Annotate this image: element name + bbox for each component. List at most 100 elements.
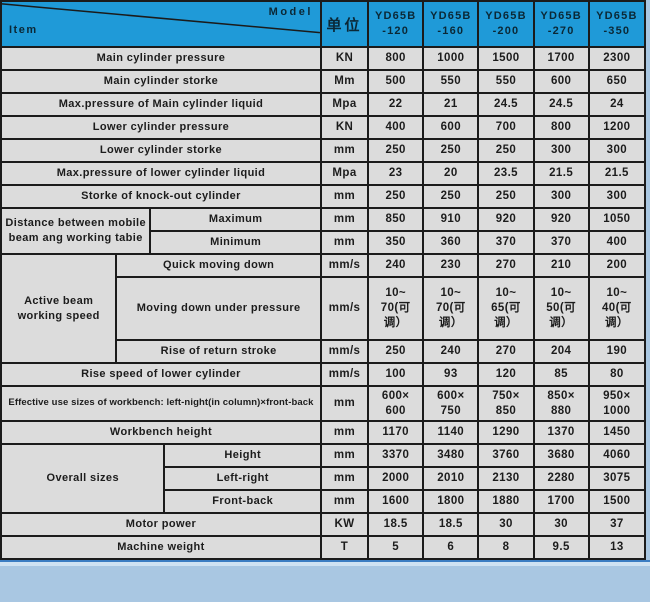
value-cell-3: 800 bbox=[532, 115, 590, 140]
value-cell-2: 700 bbox=[477, 115, 535, 140]
spec-row: Workbench height mm 1170 1140 1290 1370 1450 bbox=[0, 420, 647, 445]
unit-cell: Mpa bbox=[319, 161, 370, 186]
value-cell-2: 30 bbox=[477, 512, 535, 537]
value-cell-0: 250 bbox=[367, 339, 425, 364]
value-cell-0: 600× 600 bbox=[367, 385, 425, 422]
spec-row: Main cylinder storke Mm 500 550 550 600 650 bbox=[0, 69, 647, 94]
value-cell-3: 210 bbox=[532, 253, 590, 278]
value-cell-4: 300 bbox=[587, 184, 647, 209]
value-cell-4: 3075 bbox=[587, 466, 647, 491]
value-cell-3: 300 bbox=[532, 138, 590, 163]
value-cell-4: 24 bbox=[587, 92, 647, 117]
unit-cell: mm/s bbox=[319, 253, 370, 278]
value-cell-0: 5 bbox=[367, 535, 425, 560]
value-cell-1: 10~ 70(可 调） bbox=[422, 276, 480, 341]
row-label: Minimum bbox=[149, 230, 322, 255]
group-label: Active beam working speed bbox=[0, 253, 118, 364]
unit-cell: mm/s bbox=[319, 339, 370, 364]
value-cell-3: 21.5 bbox=[532, 161, 590, 186]
spec-row: Max.pressure of Main cylinder liquid Mpa 2… bbox=[0, 92, 647, 117]
value-cell-1: 600× 750 bbox=[422, 385, 480, 422]
unit-cell: mm bbox=[319, 138, 370, 163]
row-label: Front-back bbox=[163, 489, 322, 514]
value-cell-2: 1880 bbox=[477, 489, 535, 514]
spec-row: Moving down under pressure mm/s 10~ 70(可 调… bbox=[1, 276, 647, 341]
value-cell-4: 1450 bbox=[587, 420, 647, 445]
group-label: Distance between mobile beam ang working… bbox=[0, 207, 152, 255]
value-cell-0: 250 bbox=[367, 138, 425, 163]
value-cell-0: 22 bbox=[367, 92, 425, 117]
spec-row: Lower cylinder storke mm 250 250 250 300 300 bbox=[0, 138, 647, 163]
bottom-accent-strip bbox=[0, 560, 650, 566]
value-cell-1: 18.5 bbox=[422, 512, 480, 537]
value-cell-1: 600 bbox=[422, 115, 480, 140]
row-label: Rise speed of lower cylinder bbox=[0, 362, 322, 387]
value-cell-2: 120 bbox=[477, 362, 535, 387]
unit-cell: KN bbox=[319, 115, 370, 140]
spec-row: Front-back mm 1600 1800 1880 1700 1500 bbox=[1, 489, 647, 514]
value-cell-4: 200 bbox=[587, 253, 647, 278]
row-label: Max.pressure of lower cylinder liquid bbox=[0, 161, 322, 186]
unit-cell: mm bbox=[319, 443, 370, 468]
spec-row: Machine weight T 5 6 8 9.5 13 bbox=[0, 535, 647, 560]
unit-cell: mm bbox=[319, 207, 370, 232]
value-cell-3: 850× 880 bbox=[532, 385, 590, 422]
spec-row: Effective use sizes of workbench: left-n… bbox=[0, 385, 647, 422]
value-cell-2: 1500 bbox=[477, 46, 535, 71]
spec-row: Main cylinder pressure KN 800 1000 1500 1700 2… bbox=[0, 46, 647, 71]
value-cell-3: 30 bbox=[532, 512, 590, 537]
value-cell-1: 1800 bbox=[422, 489, 480, 514]
spec-row: Lower cylinder pressure KN 400 600 700 800 120… bbox=[0, 115, 647, 140]
model-column-header-4: YD65B -350 bbox=[587, 0, 647, 48]
value-cell-3: 920 bbox=[532, 207, 590, 232]
value-cell-2: 370 bbox=[477, 230, 535, 255]
value-cell-4: 10~ 40(可 调） bbox=[587, 276, 647, 341]
value-cell-0: 23 bbox=[367, 161, 425, 186]
spec-row: Rise of return stroke mm/s 250 240 270 204 190 bbox=[1, 339, 647, 364]
value-cell-2: 1290 bbox=[477, 420, 535, 445]
value-cell-3: 1700 bbox=[532, 46, 590, 71]
value-cell-1: 230 bbox=[422, 253, 480, 278]
value-cell-0: 3370 bbox=[367, 443, 425, 468]
value-cell-1: 2010 bbox=[422, 466, 480, 491]
row-label: Maximum bbox=[149, 207, 322, 232]
row-label: Main cylinder pressure bbox=[0, 46, 322, 71]
value-cell-1: 20 bbox=[422, 161, 480, 186]
value-cell-0: 10~ 70(可 调） bbox=[367, 276, 425, 341]
row-label: Main cylinder storke bbox=[0, 69, 322, 94]
value-cell-2: 250 bbox=[477, 184, 535, 209]
value-cell-3: 600 bbox=[532, 69, 590, 94]
unit-cell: Mpa bbox=[319, 92, 370, 117]
row-label: Storke of knock-out cylinder bbox=[0, 184, 322, 209]
value-cell-3: 370 bbox=[532, 230, 590, 255]
value-cell-3: 9.5 bbox=[532, 535, 590, 560]
row-label: Quick moving down bbox=[115, 253, 322, 278]
value-cell-4: 1500 bbox=[587, 489, 647, 514]
row-label: Max.pressure of Main cylinder liquid bbox=[0, 92, 322, 117]
row-label: Moving down under pressure bbox=[115, 276, 322, 341]
unit-cell: mm bbox=[319, 420, 370, 445]
unit-cell: KW bbox=[319, 512, 370, 537]
value-cell-0: 850 bbox=[367, 207, 425, 232]
row-label: Left-right bbox=[163, 466, 322, 491]
value-cell-3: 24.5 bbox=[532, 92, 590, 117]
unit-cell: mm bbox=[319, 489, 370, 514]
group-label: Overall sizes bbox=[0, 443, 166, 514]
value-cell-1: 360 bbox=[422, 230, 480, 255]
value-cell-4: 190 bbox=[587, 339, 647, 364]
row-label: Lower cylinder pressure bbox=[0, 115, 322, 140]
value-cell-0: 100 bbox=[367, 362, 425, 387]
value-cell-3: 300 bbox=[532, 184, 590, 209]
spec-row: Minimum mm 350 360 370 370 400 bbox=[1, 230, 647, 255]
model-column-header-2: YD65B -200 bbox=[477, 0, 535, 48]
spec-table: Model Item 单位 YD65B -120 YD65B -160 YD65B … bbox=[0, 0, 647, 560]
model-header-label: Model bbox=[268, 6, 313, 18]
value-cell-2: 23.5 bbox=[477, 161, 535, 186]
spec-row: Distance between mobile beam ang working… bbox=[0, 207, 647, 255]
value-cell-4: 950× 1000 bbox=[587, 385, 647, 422]
value-cell-2: 24.5 bbox=[477, 92, 535, 117]
value-cell-0: 1600 bbox=[367, 489, 425, 514]
diagonal-divider-line bbox=[2, 3, 319, 34]
value-cell-0: 2000 bbox=[367, 466, 425, 491]
value-cell-3: 3680 bbox=[532, 443, 590, 468]
